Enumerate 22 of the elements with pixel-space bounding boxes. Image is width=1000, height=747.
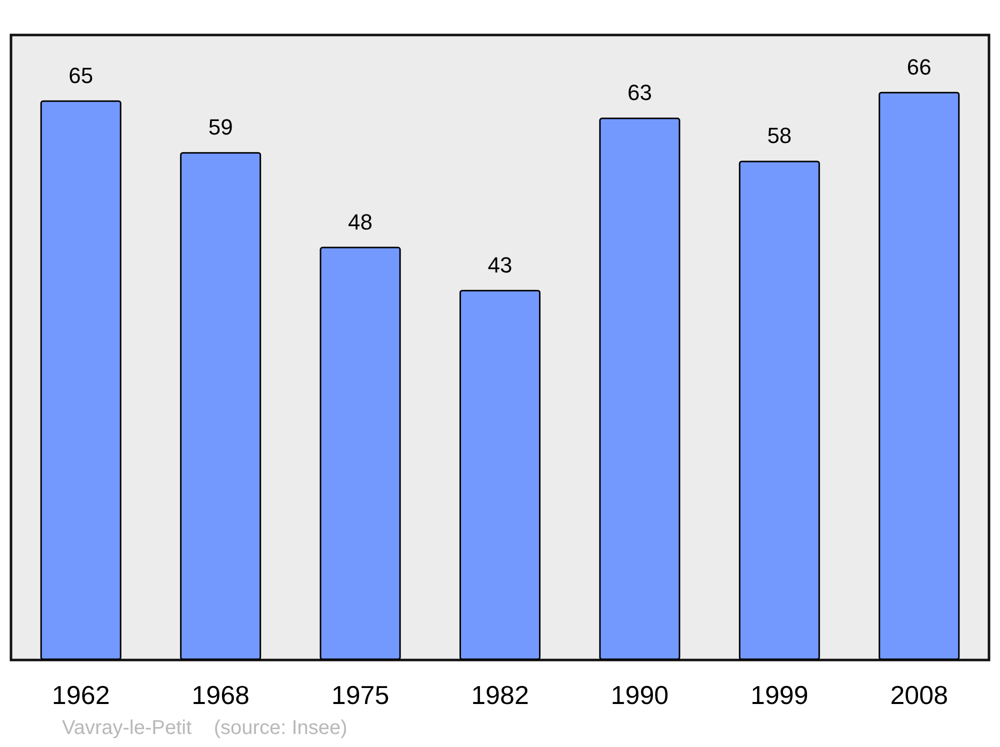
x-tick-label: 1990 — [610, 680, 669, 710]
text: Vavray-le-Petit (source: Insee) — [62, 717, 348, 739]
data-label: 43 — [488, 252, 512, 278]
bar — [320, 246, 401, 660]
x-tick-label: 1982 — [471, 680, 529, 710]
x-tick-label: 1999 — [750, 680, 808, 710]
x-tick-label: 2008 — [890, 680, 948, 710]
bar — [738, 160, 820, 660]
x-tick-label: 1968 — [192, 680, 250, 710]
data-label: 58 — [767, 123, 792, 148]
bar — [878, 92, 960, 660]
data-label: 66 — [906, 54, 932, 80]
bar — [459, 290, 541, 660]
bar — [599, 118, 680, 660]
data-label: 65 — [68, 62, 94, 88]
data-label: 63 — [627, 80, 652, 106]
bar — [180, 152, 262, 660]
x-tick-label: 1962 — [52, 680, 110, 710]
data-label: 59 — [208, 114, 233, 140]
data-label: 48 — [348, 209, 373, 234]
x-tick-label: 1975 — [331, 680, 390, 710]
bar — [40, 100, 122, 660]
